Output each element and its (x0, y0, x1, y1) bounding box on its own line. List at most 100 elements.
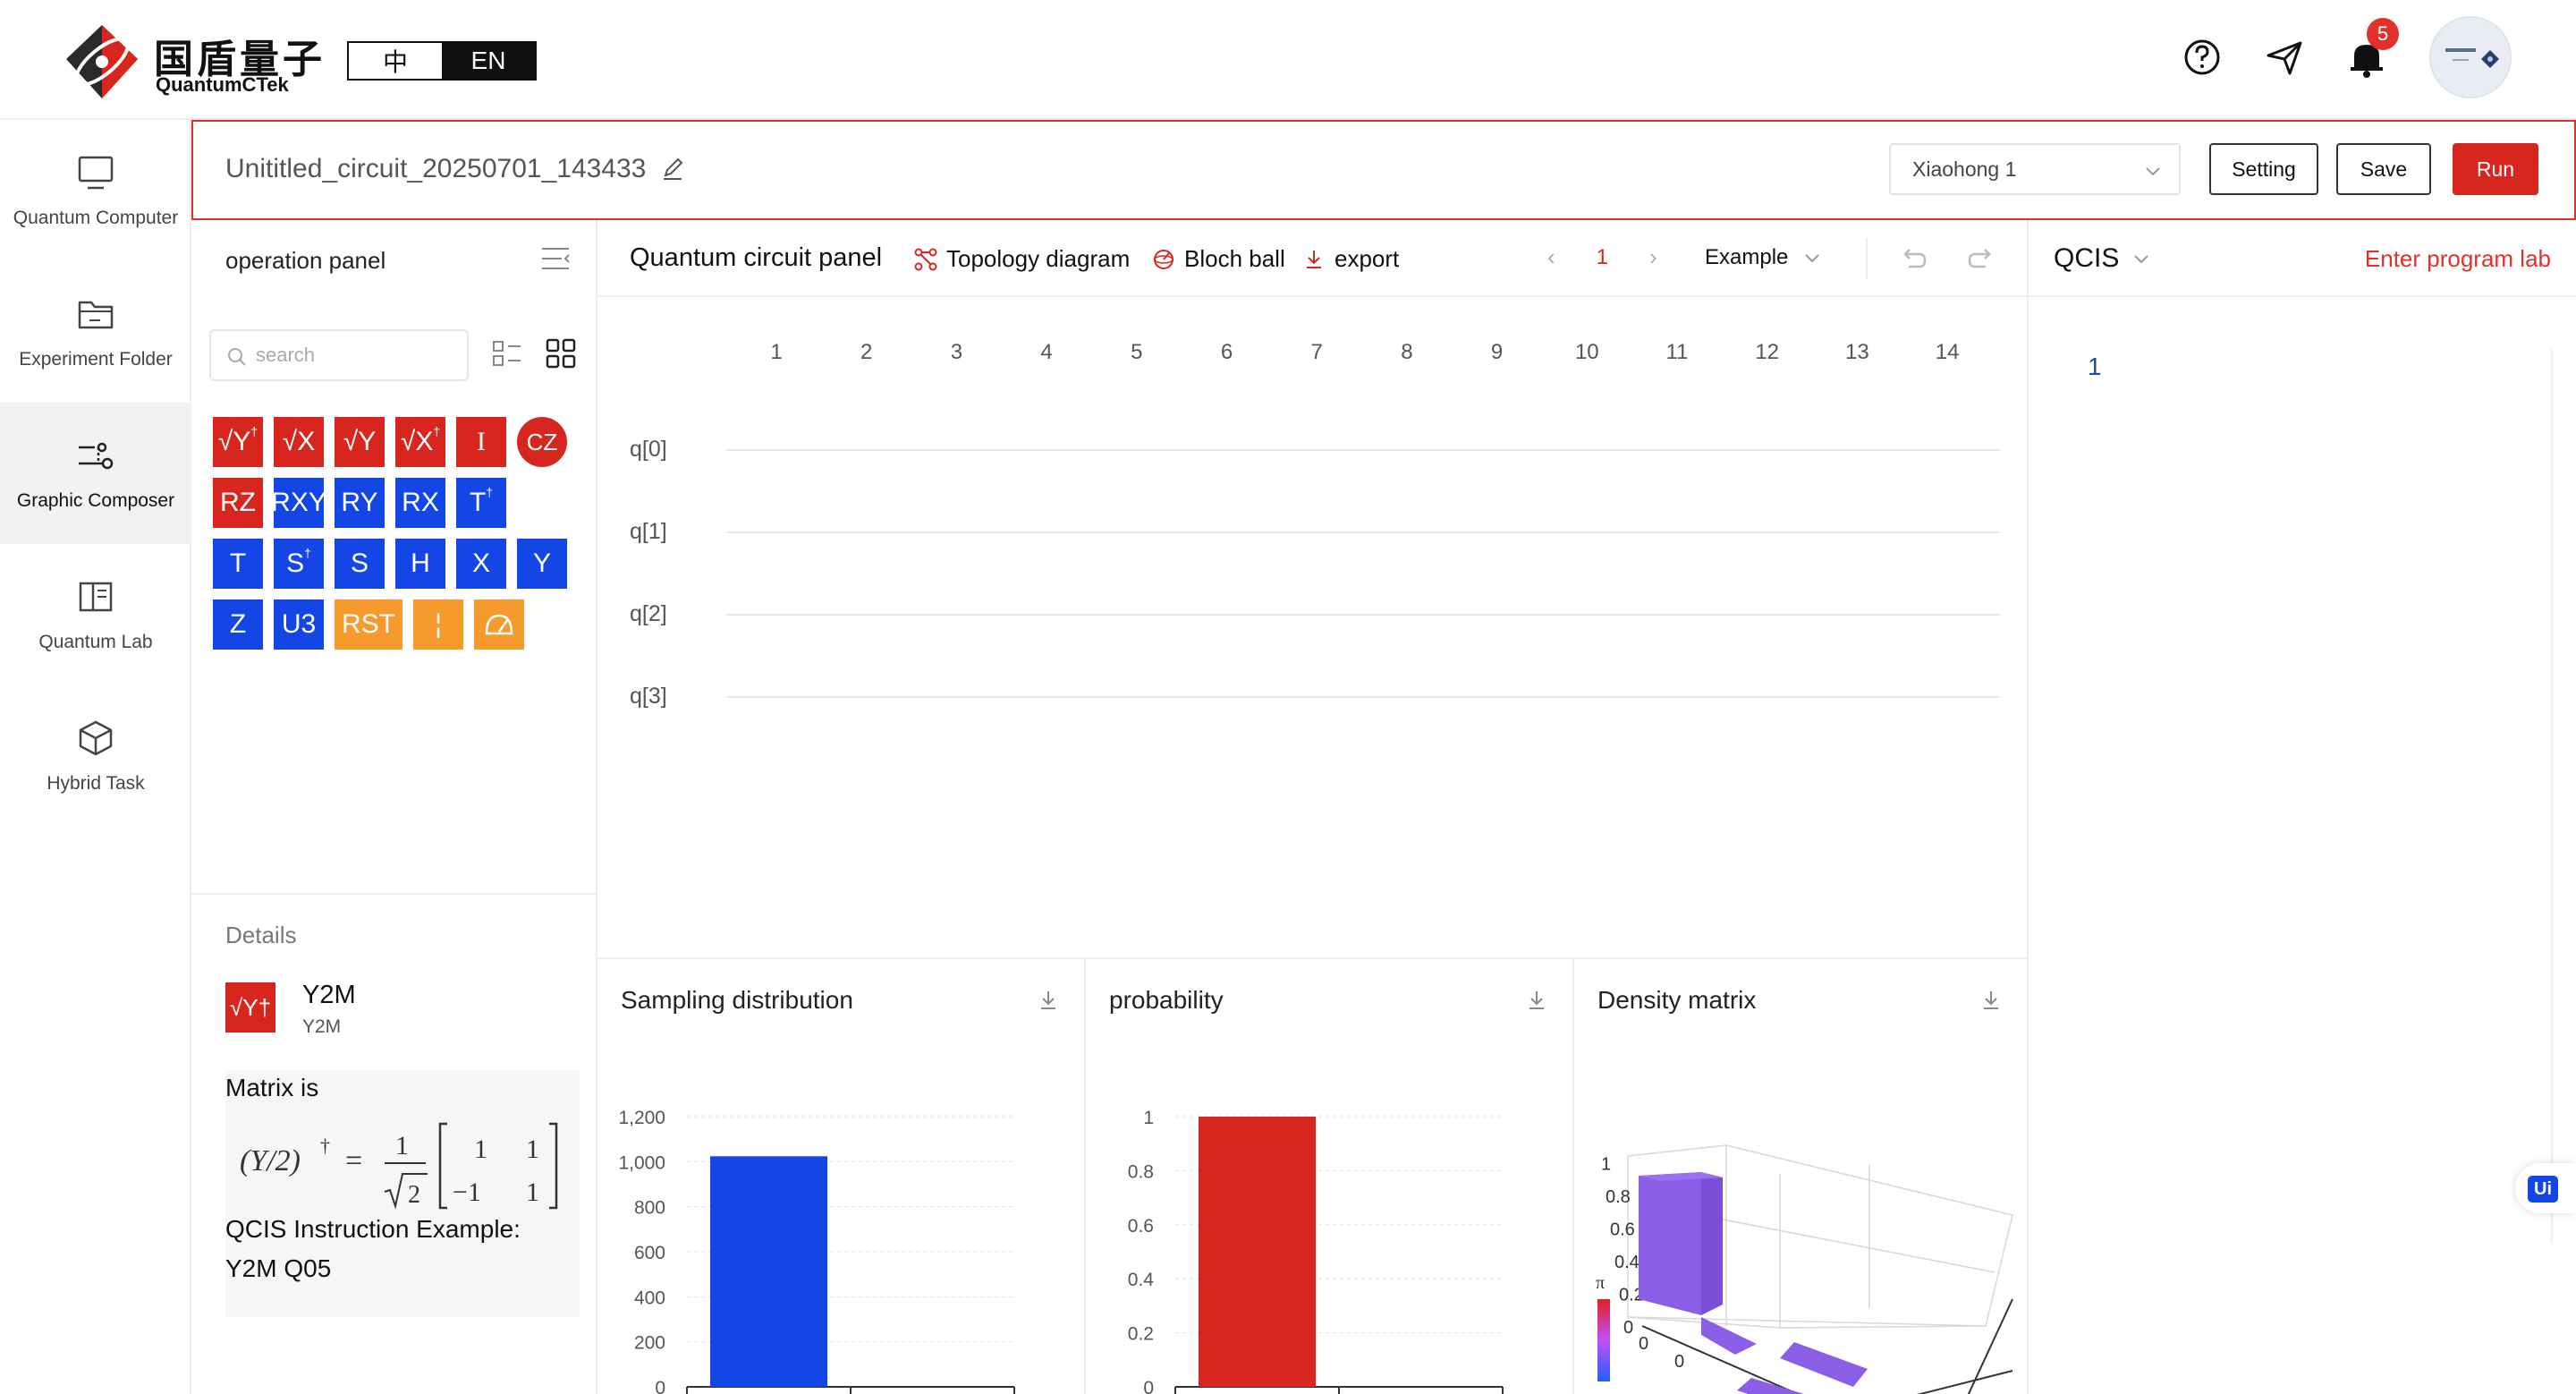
topology-icon (914, 248, 937, 270)
download-icon[interactable] (1524, 988, 1549, 1013)
download-icon[interactable] (1036, 988, 1061, 1013)
help-icon[interactable] (2179, 34, 2225, 81)
gate-measure[interactable] (474, 599, 524, 650)
sidebar-item-quantum-computer[interactable]: Quantum Computer (0, 120, 191, 261)
example-select[interactable]: Example (1705, 245, 1822, 270)
qcis-language-select[interactable]: QCIS (2054, 243, 2151, 274)
user-avatar[interactable] (2429, 16, 2512, 98)
gate-y[interactable]: Y (517, 539, 567, 589)
matrix-formula: (Y/2) † = 1 2 1 1 −1 1 (240, 1122, 558, 1210)
bloch-ball-link[interactable]: Bloch ball (1152, 245, 1285, 273)
chevron-down-icon (2146, 167, 2160, 176)
qubit-wire[interactable] (726, 614, 2000, 616)
z-tick-label: 0.8 (1606, 1187, 1631, 1207)
bar[interactable] (710, 1156, 827, 1387)
circuit-column-number: 3 (950, 340, 963, 364)
grid-view-icon[interactable] (546, 338, 576, 369)
list-view-icon[interactable] (492, 338, 522, 369)
enter-program-lab-link[interactable]: Enter program lab (2364, 245, 2551, 272)
bell-icon[interactable] (2343, 34, 2390, 81)
device-select[interactable]: Xiaohong 1 (1889, 143, 2181, 195)
editor-scrollbar[interactable] (2551, 349, 2576, 1244)
sidebar-item-graphic-composer[interactable]: Graphic Composer (0, 403, 191, 544)
gate-t-dagger[interactable]: T † (456, 478, 506, 528)
matrix-cell-00: 1 (474, 1135, 487, 1164)
ui-assistant-button[interactable]: Ui (2515, 1163, 2576, 1213)
gate-sqrt-x[interactable]: √X (274, 417, 324, 467)
search-icon (228, 348, 246, 366)
gate-sqrt-x-dagger[interactable]: √X † (395, 417, 445, 467)
gate-s-dagger[interactable]: S † (274, 539, 324, 589)
gate-sqrt-y-dagger[interactable]: √Y † (213, 417, 263, 467)
download-icon (1307, 250, 1321, 268)
y-tick-label: 0.8 (1128, 1161, 1154, 1182)
sidebar-item-label: Quantum Computer (13, 208, 179, 228)
page-number[interactable]: 1 (1596, 244, 1609, 269)
depth-axis (1967, 1298, 2013, 1394)
z-tick-label: 0.2 (1619, 1286, 1644, 1305)
language-switch[interactable]: 中 EN (347, 41, 537, 81)
sidebar-item-experiment-folder[interactable]: Experiment Folder (0, 261, 191, 403)
run-button[interactable]: Run (2453, 143, 2538, 195)
density-bar-11[interactable] (1737, 1378, 1839, 1394)
gate-rxy[interactable]: RXY (271, 478, 326, 528)
matrix-label: Matrix is (225, 1074, 319, 1101)
gate-sqrt-y[interactable]: √Y (335, 417, 385, 467)
gate-h[interactable]: H (395, 539, 445, 589)
qubit-wire[interactable] (726, 531, 2000, 533)
download-icon[interactable] (1979, 988, 2004, 1013)
redo-icon[interactable] (1966, 243, 1996, 274)
density-bar-00-side (1701, 1172, 1723, 1315)
sidebar-item-quantum-lab[interactable]: Quantum Lab (0, 544, 191, 685)
density-bar-10[interactable] (1780, 1342, 1868, 1387)
chart-title: Density matrix (1597, 986, 1757, 1014)
gate-u3[interactable]: U3 (274, 599, 324, 650)
page-prev-icon[interactable]: ‹ (1547, 243, 1555, 270)
page-next-icon[interactable]: › (1649, 243, 1657, 270)
density-bar-01[interactable] (1701, 1317, 1757, 1355)
circuit-column-number: 11 (1665, 340, 1689, 364)
qcis-editor-panel: QCIS Enter program lab 1 (2029, 220, 2576, 1394)
gate-rx[interactable]: RX (395, 478, 445, 528)
setting-button[interactable]: Setting (2209, 143, 2318, 195)
sidebar-item-hybrid-task[interactable]: Hybrid Task (0, 685, 191, 827)
qubit-wire[interactable] (726, 696, 2000, 698)
sidebar-item-label: Experiment Folder (19, 349, 173, 370)
gate-rz[interactable]: RZ (213, 478, 263, 528)
sidebar-item-label: Graphic Composer (16, 490, 175, 511)
circuit-name[interactable]: Unititled_circuit_20250701_143433 (225, 154, 647, 183)
qubit-wire[interactable] (726, 449, 2000, 451)
sidebar-item-label: Quantum Lab (38, 632, 153, 652)
undo-icon[interactable] (1898, 243, 1928, 274)
gate-reset[interactable]: RST (335, 599, 402, 650)
collapse-menu-icon[interactable] (540, 245, 571, 272)
gate-s[interactable]: S (335, 539, 385, 589)
topology-diagram-label: Topology diagram (946, 245, 1131, 272)
lang-cn-option[interactable]: 中 (349, 43, 442, 79)
gate-z[interactable]: Z (213, 599, 263, 650)
save-button[interactable]: Save (2336, 143, 2431, 195)
gate-cz[interactable]: CZ (517, 417, 567, 467)
gate-t[interactable]: T (213, 539, 263, 589)
topology-diagram-link[interactable]: Topology diagram (914, 245, 1130, 273)
gate-ry[interactable]: RY (335, 478, 385, 528)
export-link[interactable]: export (1302, 245, 1399, 273)
lang-en-option[interactable]: EN (442, 43, 535, 79)
send-icon[interactable] (2261, 34, 2308, 81)
circuit-column-number: 4 (1040, 340, 1053, 364)
gate-barrier[interactable]: ¦ (413, 599, 463, 650)
chevron-down-icon (2134, 255, 2149, 264)
gate-search-input[interactable]: search (209, 329, 469, 381)
chevron-down-icon (1805, 254, 1820, 263)
formula-lhs: (Y/2) (240, 1144, 301, 1177)
gate-x[interactable]: X (456, 539, 506, 589)
qubit-label: q[3] (630, 684, 667, 709)
y-tick-label: 0 (655, 1378, 665, 1394)
edit-pencil-icon[interactable] (658, 154, 687, 183)
notification-count-badge: 5 (2367, 18, 2399, 50)
density-bar-00[interactable] (1639, 1172, 1701, 1315)
bar[interactable] (1199, 1117, 1316, 1387)
gate-identity[interactable]: I (456, 417, 506, 467)
y-tick-label: 0.2 (1128, 1324, 1154, 1345)
y-tick-label: 800 (634, 1198, 665, 1219)
